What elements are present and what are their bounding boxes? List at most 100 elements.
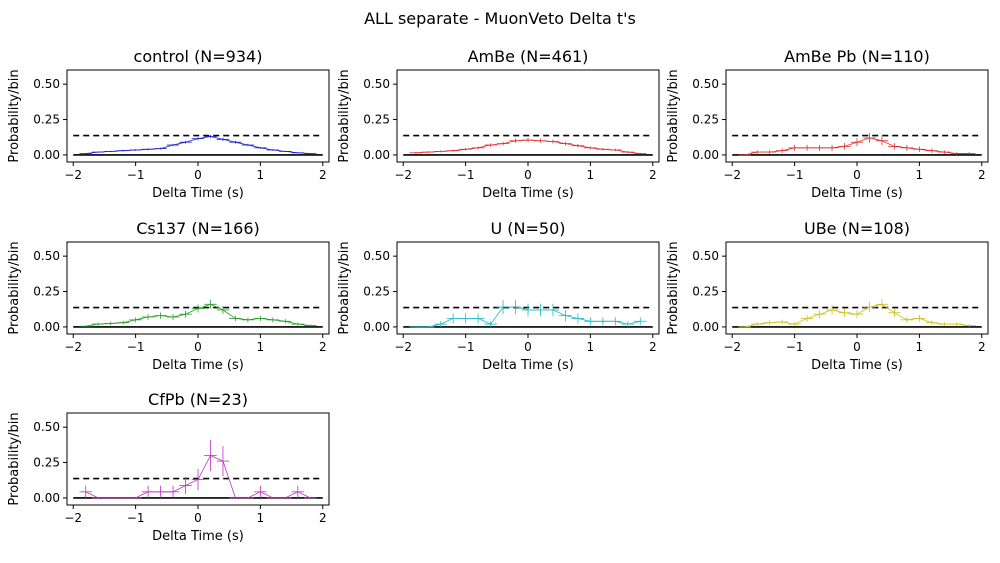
data-point: [154, 485, 167, 498]
x-tick-label: 0: [194, 511, 202, 525]
data-point: [471, 313, 485, 324]
data-point: [571, 313, 585, 324]
x-tick-label: −1: [457, 340, 475, 354]
x-tick-label: −2: [64, 168, 82, 182]
data-point: [291, 322, 305, 326]
subplot-title: CfPb (N=23): [148, 390, 248, 409]
data-point: [888, 143, 901, 150]
x-tick-label: 2: [649, 340, 657, 354]
data-point: [141, 314, 155, 320]
x-tick-label: −2: [394, 340, 412, 354]
data-point: [434, 150, 447, 153]
axes-frame: [725, 241, 989, 335]
y-axis-label: Probability/bin: [666, 241, 681, 334]
x-tick-label: −1: [786, 340, 804, 354]
data-point: [938, 322, 951, 327]
subplot-7: CfPb (N=23) −2 −1 0 1 2 0.00 0.25 0.50 Delta Time…: [7, 390, 330, 544]
y-tick-label: 0.50: [692, 77, 719, 91]
data-point: [788, 322, 801, 327]
axes-frame: [725, 69, 989, 163]
data-point: [800, 315, 814, 322]
data-point: [913, 315, 926, 322]
y-axis-label: Probability/bin: [7, 412, 22, 505]
data-point: [775, 319, 789, 325]
y-tick-label: 0.25: [363, 285, 390, 299]
data-point: [129, 317, 142, 323]
data-point: [304, 324, 317, 327]
subplot-title: Cs137 (N=166): [136, 219, 260, 238]
data-point: [179, 140, 192, 144]
data-point: [963, 152, 976, 155]
data-point: [496, 141, 510, 146]
y-tick-label: 0.00: [363, 148, 390, 162]
axes-frame: [66, 69, 330, 163]
data-point: [434, 321, 447, 327]
data-point: [609, 317, 622, 326]
y-axis-label: Probability/bin: [7, 69, 22, 162]
data-point: [596, 147, 610, 151]
x-tick-label: −1: [127, 168, 145, 182]
y-axis-label: Probability/bin: [337, 69, 352, 162]
data-point: [191, 304, 205, 313]
figure-title: ALL separate - MuonVeto Delta t's: [364, 9, 636, 28]
x-axis-label: Delta Time (s): [811, 358, 903, 373]
data-point: [925, 148, 939, 154]
data-point: [609, 148, 622, 152]
x-axis-label: Delta Time (s): [152, 529, 244, 544]
data-point: [813, 144, 826, 151]
data-point: [141, 485, 155, 498]
y-tick-label: 0.50: [363, 77, 390, 91]
data-point: [900, 316, 914, 323]
x-tick-label: 2: [978, 340, 986, 354]
x-tick-label: −2: [64, 511, 82, 525]
data-point: [584, 317, 597, 326]
x-axis-label: Delta Time (s): [811, 186, 903, 201]
subplot-1: control (N=934) −2 −1 0 1 2 0.00 0.25 0.50 Delta …: [7, 47, 330, 201]
y-tick-label: 0.00: [692, 148, 719, 162]
data-point: [116, 149, 130, 152]
data-point: [484, 321, 497, 327]
subplot-title: control (N=934): [134, 47, 263, 66]
data-point: [838, 143, 851, 150]
data-point: [254, 485, 267, 498]
x-tick-label: 1: [587, 168, 595, 182]
axes-frame: [396, 69, 660, 163]
x-tick-label: 2: [649, 168, 657, 182]
data-point: [266, 317, 280, 323]
data-point: [534, 303, 547, 317]
data-point: [204, 299, 217, 309]
y-tick-label: 0.00: [33, 320, 60, 334]
data-point: [863, 302, 876, 313]
x-tick-label: −2: [394, 168, 412, 182]
subplot-title: UBe (N=108): [804, 219, 910, 238]
x-tick-label: 1: [916, 168, 924, 182]
data-point: [104, 150, 117, 153]
y-axis-label: Probability/bin: [337, 241, 352, 334]
data-point: [621, 321, 635, 327]
x-tick-label: 1: [587, 340, 595, 354]
data-point: [584, 146, 597, 150]
data-point: [750, 150, 764, 154]
data-point: [850, 138, 864, 147]
data-point: [938, 150, 951, 154]
x-tick-label: −1: [457, 168, 475, 182]
data-point: [229, 140, 242, 144]
axes-frame: [66, 412, 330, 506]
y-tick-label: 0.25: [692, 285, 719, 299]
data-point: [266, 149, 280, 151]
x-tick-label: −1: [127, 340, 145, 354]
data-point: [116, 320, 130, 325]
data-point: [229, 315, 242, 322]
y-tick-label: 0.25: [33, 285, 60, 299]
data-point: [216, 137, 230, 141]
data-point: [91, 322, 105, 326]
y-tick-label: 0.00: [363, 320, 390, 334]
y-tick-label: 0.00: [33, 148, 60, 162]
data-point: [279, 319, 292, 324]
x-tick-label: 2: [319, 340, 327, 354]
data-point: [241, 317, 255, 323]
subplot-4: Cs137 (N=166) −2 −1 0 1 2 0.00 0.25 0.50 Delta Ti…: [7, 219, 330, 373]
y-axis-label: Probability/bin: [7, 241, 22, 334]
data-point: [166, 485, 180, 498]
